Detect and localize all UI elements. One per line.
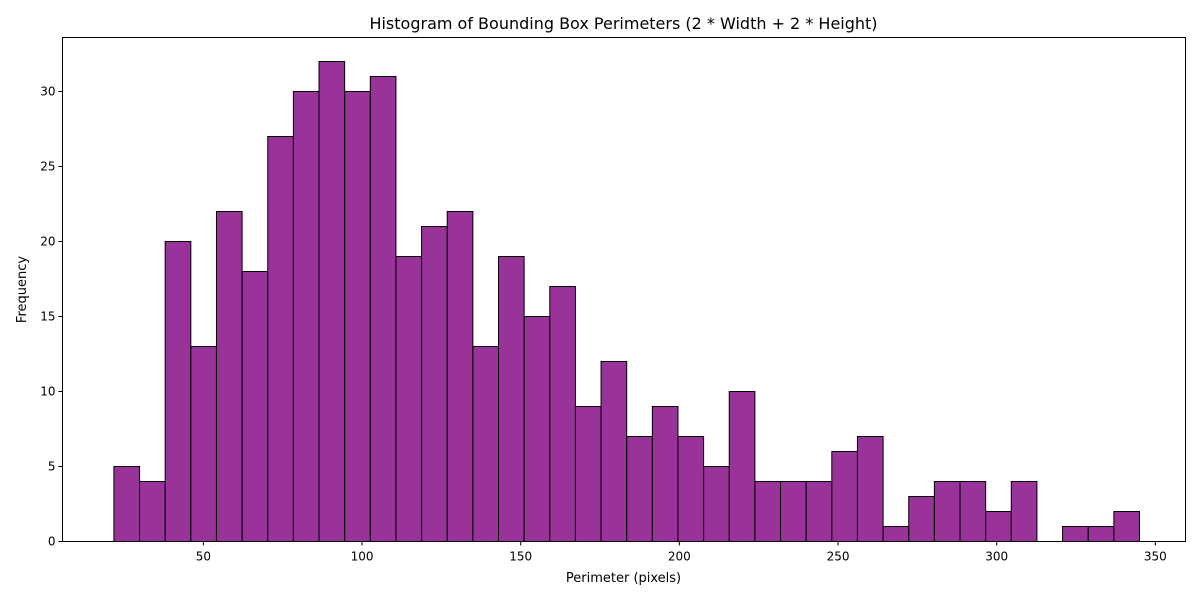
histogram-bar [190, 346, 217, 542]
histogram-bar [446, 211, 474, 542]
histogram-bar [856, 436, 884, 542]
histogram-bar [113, 466, 141, 542]
y-tick-label: 5 [48, 460, 56, 474]
histogram-bar [985, 511, 1012, 542]
histogram-bar [318, 61, 346, 542]
histogram-bar [215, 211, 243, 542]
x-tick-label: 350 [1144, 550, 1167, 564]
histogram-bar [882, 526, 910, 542]
histogram-bar [164, 241, 192, 542]
histogram-bar [1113, 511, 1140, 542]
histogram-bar [626, 436, 653, 542]
histogram-bar [369, 76, 397, 542]
y-tick-label: 10 [40, 385, 55, 399]
x-tick-label: 250 [827, 550, 850, 564]
histogram-bar [677, 436, 705, 542]
histogram-bar [344, 91, 371, 542]
x-axis-label: Perimeter (pixels) [566, 571, 681, 586]
y-tick-label: 20 [40, 235, 55, 249]
y-tick-label: 25 [40, 160, 55, 174]
histogram-bar [1087, 526, 1115, 542]
histogram-bar [600, 361, 628, 542]
y-tick-label: 30 [40, 85, 55, 99]
histogram-bar [1062, 526, 1089, 542]
histogram-bar [805, 481, 833, 542]
histogram-bar [241, 271, 269, 542]
x-tick-label: 150 [509, 550, 532, 564]
x-axis-ticks: 50 100 150 200 250 300 350 [196, 541, 1167, 564]
chart-title: Histogram of Bounding Box Perimeters (2 … [369, 14, 877, 33]
histogram-bar [574, 406, 602, 542]
histogram-bar [703, 466, 730, 542]
histogram-bar [959, 481, 987, 542]
y-axis-ticks: 0 5 10 15 20 25 30 [40, 85, 63, 549]
histogram-bar [292, 91, 320, 542]
bars-group [113, 61, 1140, 542]
histogram-bar [421, 226, 448, 542]
y-axis-label: Frequency [15, 256, 30, 323]
histogram-bar [651, 406, 679, 542]
histogram-bar [472, 346, 499, 542]
histogram-bar [395, 256, 423, 542]
x-tick-label: 300 [985, 550, 1008, 564]
histogram-bar [267, 136, 294, 542]
plot-area-frame [62, 37, 1186, 542]
histogram-bar [139, 481, 166, 542]
histogram-bar [549, 286, 576, 542]
x-tick-label: 200 [668, 550, 691, 564]
histogram-bar [728, 391, 756, 542]
y-tick-label: 0 [48, 535, 56, 549]
histogram-bar [908, 496, 935, 542]
histogram-bar [523, 316, 551, 542]
y-tick-label: 15 [40, 310, 55, 324]
histogram-bar [780, 481, 807, 542]
histogram-bar [831, 451, 858, 542]
histogram-bar [497, 256, 525, 542]
x-tick-label: 100 [351, 550, 374, 564]
histogram-bar [754, 481, 782, 542]
histogram-bar [1010, 481, 1038, 542]
x-tick-label: 50 [196, 550, 211, 564]
histogram-bar [933, 481, 961, 542]
